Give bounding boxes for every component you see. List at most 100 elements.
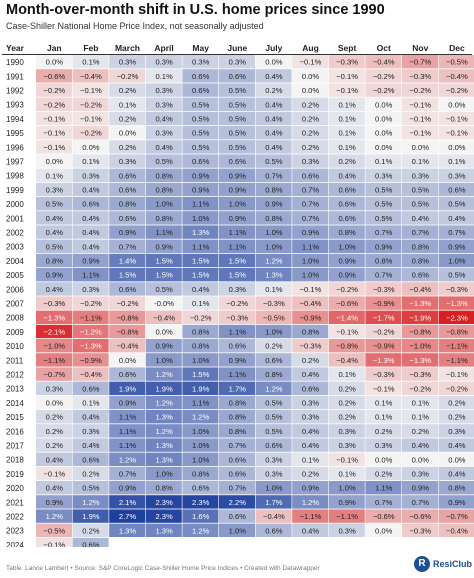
heatmap-cell-value: 0.3% [119,58,137,67]
heatmap-cell [72,481,109,495]
heatmap-cell [36,296,72,310]
heatmap-cell-value: 1.0% [265,228,283,237]
heatmap-cell [255,83,292,97]
heatmap-cell-value: −0.9% [300,313,322,322]
heatmap-cell [292,83,329,97]
heatmap-cell-value: 0.4% [46,484,64,493]
heatmap-cell [402,140,438,154]
heatmap-cell [145,111,182,126]
heatmap-cell [402,239,438,253]
heatmap-cell [145,381,182,395]
heatmap-cell [182,509,219,523]
heatmap-cell [219,197,255,211]
year-label: 2014 [6,399,24,408]
heatmap-cell-value: 0.8% [265,186,283,195]
heatmap-cell [36,97,72,111]
heatmap-cell-value: −0.1% [409,100,431,109]
heatmap-cell [365,324,402,339]
heatmap-cell-value: 0.2% [448,399,466,408]
heatmap-cell-value: −0.3% [446,285,468,294]
column-header: May [192,43,209,53]
heatmap-cell-value: 1.1% [192,399,210,408]
heatmap-cell-value: 1.3% [155,441,173,450]
heatmap-cell-value: −0.1% [43,115,65,124]
heatmap-cell-value: 0.7% [375,271,393,280]
heatmap-cell [36,410,72,424]
heatmap-cell [72,381,109,395]
heatmap-cell [72,97,109,111]
heatmap-cell [255,509,292,523]
heatmap-cell-value: 0.6% [119,214,137,223]
heatmap-cell [438,395,474,410]
heatmap-cell [365,523,402,537]
heatmap-cell-value: 1.0% [448,257,466,266]
year-label: 2020 [6,484,24,493]
year-label: 2019 [6,470,24,479]
heatmap-cell [292,523,329,537]
heatmap-cell-value: 0.4% [265,143,283,152]
heatmap-cell [36,466,72,481]
heatmap-cell-value: 1.0% [265,242,283,251]
heatmap-cell [36,424,72,438]
heatmap-cell [36,381,72,395]
heatmap-cell [328,154,365,168]
heatmap-cell-value: 1.2% [192,413,210,422]
year-label: 2013 [6,385,24,394]
heatmap-cell-value: 0.4% [265,100,283,109]
heatmap-cell-value: 0.5% [192,115,210,124]
heatmap-cell-value: 1.4% [119,257,137,266]
heatmap-cell-value: 0.6% [229,157,247,166]
heatmap-cell-value: 2.2% [229,498,247,507]
heatmap-cell [182,438,219,452]
heatmap-cell [365,182,402,197]
heatmap-cell-value: 0.6% [229,470,247,479]
heatmap-cell-value: 0.4% [82,186,100,195]
heatmap-cell-value: 0.3% [155,86,173,95]
heatmap-cell-value: 0.9% [119,484,137,493]
heatmap-cell-value: 0.4% [82,242,100,251]
heatmap-cell-value: 0.3% [46,186,64,195]
heatmap-cell [219,69,255,83]
heatmap-cell-value: 0.5% [265,413,283,422]
heatmap-cell [365,296,402,310]
heatmap-table: Year Jan Feb March April May June July Aug Sept Oc… [2,43,474,547]
heatmap-cell [402,324,438,339]
heatmap-cell-value: 1.5% [229,271,247,280]
heatmap-cell-value: 0.2% [338,399,356,408]
heatmap-cell [219,97,255,111]
heatmap-cell-value: −0.2% [446,384,468,393]
heatmap-cell-value: 0.8% [46,257,64,266]
heatmap-cell-value: 1.1% [119,441,137,450]
heatmap-cell [145,253,182,268]
heatmap-cell-value: 0.9% [119,399,137,408]
heatmap-cell [402,438,438,452]
heatmap-cell [219,83,255,97]
heatmap-cell [438,55,474,69]
heatmap-cell-value: 0.3% [192,58,210,67]
heatmap-cell-value: 0.4% [448,470,466,479]
heatmap-cell-value: −0.4% [153,313,175,322]
heatmap-cell-value: 0.5% [229,115,247,124]
heatmap-cell-value: −0.1% [446,370,468,379]
heatmap-cell-value: 0.8% [448,484,466,493]
heatmap-cell [402,211,438,225]
heatmap-cell [36,452,72,466]
heatmap-cell-value: 0.8% [338,228,356,237]
heatmap-cell-value: 0.6% [265,441,283,450]
heatmap-cell-value: 1.2% [302,498,320,507]
heatmap-cell [72,353,109,367]
heatmap-cell-value: −0.7% [43,370,65,379]
heatmap-cell [292,466,329,481]
heatmap-cell-value: −0.5% [43,526,65,535]
heatmap-cell-value: 1.0% [192,427,210,436]
heatmap-cell-value: 0.9% [265,200,283,209]
heatmap-cell [365,495,402,509]
heatmap-cell [36,395,72,410]
heatmap-cell [292,154,329,168]
heatmap-cell-value: 0.9% [46,498,64,507]
heatmap-cell [182,239,219,253]
heatmap-cell [438,438,474,452]
heatmap-cell-value: 0.8% [192,328,210,337]
heatmap-cell-value: 2.7% [119,512,137,521]
column-header: April [154,43,173,53]
